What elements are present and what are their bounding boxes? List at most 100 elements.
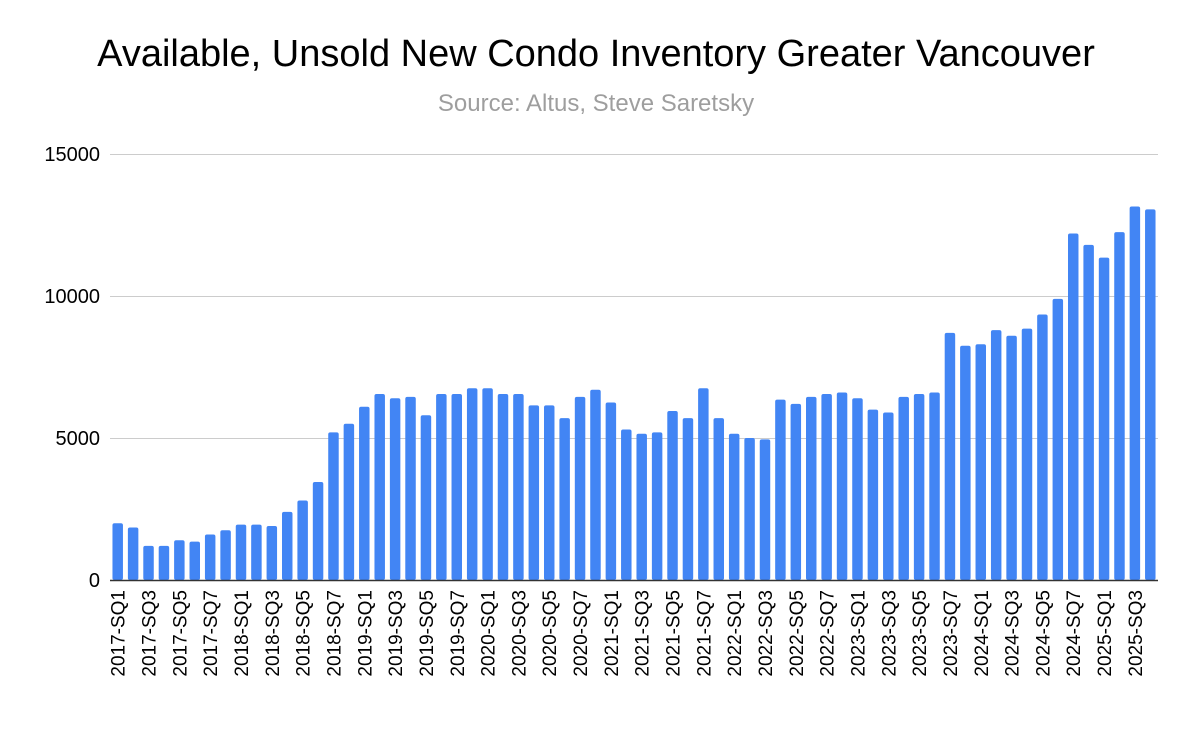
bar-2022-sq1 [728, 433, 740, 580]
bar-2024-sq7 [1068, 233, 1079, 580]
bar-2021-sq5 [667, 411, 678, 580]
bar-2023-sq4 [898, 396, 909, 580]
x-tick-label: 2024-SQ3 [1003, 590, 1024, 677]
bar-2022-sq7 [821, 393, 832, 580]
bar-2019-sq8 [466, 388, 478, 580]
bar-2022-sq8 [836, 392, 848, 580]
x-tick-label: 2019-SQ5 [417, 590, 438, 677]
bar-2025-sq4 [1145, 209, 1156, 580]
bar-2018-sq2 [251, 524, 262, 580]
bar-2022-sq4 [775, 399, 786, 580]
bar-2018-sq8 [343, 423, 355, 580]
y-tick-label: 5000 [56, 428, 101, 450]
x-tick-label: 2021-SQ1 [602, 590, 623, 677]
x-tick-label: 2018-SQ3 [263, 590, 284, 677]
bar-2017-sq1 [112, 523, 123, 580]
x-tick-label: 2017-SQ5 [170, 590, 191, 677]
bar-2021-sq1 [605, 402, 617, 580]
x-tick-label: 2023-SQ5 [910, 590, 931, 677]
bar-2022-sq3 [759, 439, 771, 580]
bar-2018-sq7 [328, 432, 339, 580]
x-tick-label: 2019-SQ7 [448, 590, 469, 677]
bar-2021-sq6 [682, 418, 694, 580]
bar-2024-sq8 [1083, 244, 1094, 580]
y-tick-label: 10000 [44, 286, 100, 308]
y-tick-label: 0 [89, 570, 100, 592]
bar-2023-sq2 [867, 409, 879, 580]
x-tick-label: 2017-SQ7 [201, 590, 222, 677]
bar-2025-sq1 [1098, 257, 1110, 580]
x-tick-label: 2021-SQ5 [664, 590, 685, 677]
x-tick-label: 2019-SQ1 [355, 590, 376, 677]
x-tick-label: 2024-SQ7 [1064, 590, 1085, 677]
x-tick-label: 2023-SQ7 [941, 590, 962, 677]
bar-2020-sq2 [497, 393, 509, 580]
x-tick-label: 2018-SQ1 [232, 590, 253, 677]
x-tick-label: 2022-SQ1 [725, 590, 746, 677]
bar-2021-sq7 [698, 388, 709, 580]
bar-2017-sq2 [127, 527, 139, 580]
bar-2023-sq3 [883, 412, 894, 580]
x-tick-label: 2023-SQ3 [879, 590, 900, 677]
bar-2019-sq4 [405, 396, 416, 580]
bar-2019-sq5 [420, 415, 432, 580]
bar-2024-sq1 [975, 344, 986, 580]
bar-2020-sq3 [513, 393, 524, 580]
bar-2020-sq5 [544, 405, 555, 580]
bar-2020-sq6 [559, 418, 570, 580]
x-tick-label: 2021-SQ3 [633, 590, 654, 677]
bar-2022-sq2 [744, 438, 755, 580]
bar-2025-sq3 [1129, 206, 1141, 581]
y-tick-label: 15000 [44, 144, 100, 166]
x-tick-label: 2020-SQ3 [509, 590, 530, 677]
x-tick-label: 2018-SQ5 [294, 590, 315, 677]
bar-2017-sq7 [204, 534, 216, 580]
bar-2019-sq3 [389, 398, 401, 580]
bar-2023-sq6 [929, 392, 940, 580]
x-tick-label: 2022-SQ7 [818, 590, 839, 677]
bar-2021-sq8 [713, 418, 724, 580]
bar-2018-sq4 [282, 511, 293, 580]
x-axis-ticks: 2017-SQ1 2017-SQ3 2017-SQ5 2017-SQ7 2018-SQ1… [109, 590, 1147, 677]
bar-2022-sq6 [806, 396, 817, 580]
chart-subtitle: Source: Altus, Steve Saretsky [438, 90, 754, 117]
x-tick-label: 2023-SQ1 [848, 590, 869, 677]
bar-2019-sq6 [436, 393, 447, 580]
bar-2020-sq1 [482, 388, 493, 580]
bar-2025-sq2 [1114, 232, 1125, 580]
bar-2017-sq6 [189, 541, 200, 580]
bar-2024-sq3 [1006, 335, 1017, 580]
x-tick-label: 2021-SQ7 [694, 590, 715, 677]
bars [112, 206, 1156, 581]
bar-2018-sq5 [297, 500, 308, 580]
x-tick-label: 2019-SQ3 [386, 590, 407, 677]
bar-2024-sq4 [1021, 328, 1033, 580]
bar-2019-sq1 [359, 406, 370, 580]
x-tick-label: 2017-SQ3 [140, 590, 161, 677]
x-tick-label: 2020-SQ1 [479, 590, 500, 677]
x-tick-label: 2018-SQ7 [324, 590, 345, 677]
bar-2021-sq3 [636, 433, 647, 580]
bar-2017-sq5 [174, 540, 185, 580]
bar-2023-sq8 [960, 345, 971, 580]
y-axis-ticks: 0 5000 10000 15000 [44, 144, 100, 592]
bar-2022-sq5 [790, 403, 802, 580]
x-tick-label: 2025-SQ1 [1095, 590, 1116, 677]
x-tick-label: 2022-SQ3 [756, 590, 777, 677]
bar-2017-sq4 [158, 545, 170, 580]
chart-title: Available, Unsold New Condo Inventory Gr… [97, 33, 1095, 75]
bar-2020-sq8 [590, 389, 601, 580]
bar-2018-sq1 [235, 524, 247, 580]
bar-2021-sq2 [621, 429, 632, 580]
x-tick-label: 2024-SQ5 [1033, 590, 1054, 677]
bar-2021-sq4 [651, 432, 663, 580]
x-tick-label: 2017-SQ1 [109, 590, 130, 677]
bar-2018-sq6 [312, 482, 324, 580]
bar-2020-sq7 [574, 396, 586, 580]
bar-2023-sq1 [852, 398, 863, 580]
x-tick-label: 2020-SQ5 [540, 590, 561, 677]
bar-2019-sq7 [451, 393, 462, 580]
bar-2024-sq5 [1037, 314, 1048, 580]
